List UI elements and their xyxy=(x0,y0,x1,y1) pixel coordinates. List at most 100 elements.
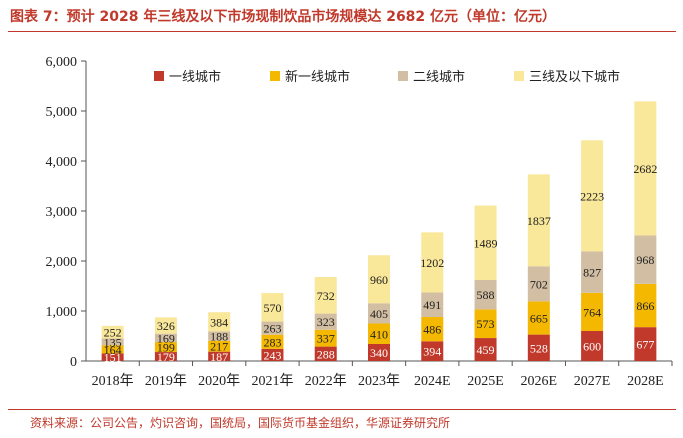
bar-segment xyxy=(261,321,284,335)
legend-swatch-tier3-below xyxy=(514,70,524,81)
data-label: 2223 xyxy=(580,189,604,203)
data-label: 135 xyxy=(104,335,122,349)
data-label: 459 xyxy=(477,343,495,357)
bar-segment xyxy=(154,352,177,361)
bar-segment xyxy=(101,325,124,339)
data-label: 340 xyxy=(370,346,388,360)
legend-item-new-tier1: 新一线城市 xyxy=(270,66,350,85)
y-tick-label: 3,000 xyxy=(46,205,78,220)
bar-segment xyxy=(421,292,444,317)
data-label: 405 xyxy=(370,307,388,321)
data-label: 570 xyxy=(263,301,281,315)
bar-segment xyxy=(261,334,284,349)
legend-swatch-new-tier1 xyxy=(270,70,280,81)
bar-segment xyxy=(261,293,284,322)
data-label: 2682 xyxy=(633,162,657,176)
x-tick-label: 2021年 xyxy=(251,373,293,389)
data-label: 199 xyxy=(157,341,175,355)
y-tick-label: 1,000 xyxy=(46,305,78,320)
bar-segment xyxy=(581,140,604,252)
bar-segment xyxy=(314,329,337,347)
bar-segment xyxy=(581,292,604,331)
data-label: 528 xyxy=(530,341,548,355)
data-label: 1489 xyxy=(474,236,498,250)
y-tick-label: 4,000 xyxy=(46,155,78,170)
data-label: 337 xyxy=(317,332,335,346)
title-divider xyxy=(8,31,676,32)
bar-segment xyxy=(208,331,231,341)
data-label: 394 xyxy=(423,345,441,359)
x-tick-label: 2028E xyxy=(627,374,664,389)
x-tick-label: 2027E xyxy=(574,374,611,389)
data-label: 187 xyxy=(210,350,228,364)
x-tick-label: 2025E xyxy=(467,374,504,389)
data-label: 486 xyxy=(423,323,441,337)
bar-segment xyxy=(368,255,390,304)
bar-segment xyxy=(474,205,497,280)
x-tick-label: 2019年 xyxy=(145,373,187,389)
data-label: 968 xyxy=(636,253,654,267)
data-label: 600 xyxy=(583,340,601,354)
data-label: 1837 xyxy=(527,214,551,228)
bar-segment xyxy=(474,309,497,339)
figure-title: 图表 7：预计 2028 年三线及以下市场现制饮品市场规模达 2682 亿元（单… xyxy=(10,9,557,25)
data-label: 491 xyxy=(423,298,441,312)
data-label: 702 xyxy=(530,277,548,291)
legend-label-tier3-below: 三线及以下城市 xyxy=(529,70,621,85)
bar-segment xyxy=(634,101,657,236)
data-label: 827 xyxy=(583,266,601,280)
data-label: 288 xyxy=(317,347,335,361)
bar-segment xyxy=(154,317,177,334)
x-tick-label: 2020年 xyxy=(198,373,240,389)
bar-segment xyxy=(421,341,444,361)
bar-segment xyxy=(421,232,444,293)
bar-segment xyxy=(527,266,550,302)
bar-segment xyxy=(474,280,497,310)
y-tick-label: 2,000 xyxy=(46,255,78,270)
legend-item-tier2: 二线城市 xyxy=(398,66,465,85)
data-label: 960 xyxy=(370,273,388,287)
bar-segment xyxy=(208,312,231,332)
y-tick-label: 6,000 xyxy=(46,55,78,70)
bar-segment xyxy=(261,348,284,361)
data-label: 151 xyxy=(104,351,122,365)
data-label: 188 xyxy=(210,330,228,344)
legend-label-tier2: 二线城市 xyxy=(413,70,466,85)
data-label: 326 xyxy=(157,319,175,333)
bar-segment xyxy=(314,346,337,361)
x-tick-label: 2026E xyxy=(521,374,558,389)
bar-segment xyxy=(154,333,177,343)
data-label: 164 xyxy=(104,343,122,357)
data-label: 573 xyxy=(477,317,495,331)
data-label: 677 xyxy=(636,338,654,352)
data-label: 243 xyxy=(263,348,281,362)
bar-segment xyxy=(208,351,231,361)
x-tick-label: 2018年 xyxy=(92,373,134,389)
data-label: 764 xyxy=(583,305,601,319)
bar-segment xyxy=(527,301,550,335)
bar-segment xyxy=(368,344,390,361)
bar-segment xyxy=(368,323,390,344)
data-label: 169 xyxy=(157,331,175,345)
bar-segment xyxy=(527,174,550,267)
y-tick-label: 5,000 xyxy=(46,105,78,120)
x-tick-label: 2024E xyxy=(414,374,451,389)
x-tick-label: 2023年 xyxy=(358,373,400,389)
data-label: 252 xyxy=(104,326,122,340)
data-label: 384 xyxy=(210,315,228,329)
data-label: 283 xyxy=(263,335,281,349)
bar-segment xyxy=(314,277,337,314)
data-label: 588 xyxy=(477,288,495,302)
data-label: 665 xyxy=(530,311,548,325)
bar-segment xyxy=(581,251,604,293)
legend-swatch-tier1 xyxy=(154,70,164,81)
bar-segment xyxy=(368,303,390,324)
bar-segment xyxy=(634,235,657,284)
bar-segment xyxy=(634,327,657,361)
data-label: 732 xyxy=(317,289,335,303)
legend-label-new-tier1: 新一线城市 xyxy=(285,70,351,85)
source-divider xyxy=(8,409,676,410)
legend-item-tier3-below: 三线及以下城市 xyxy=(514,66,620,85)
bar-segment xyxy=(314,313,337,330)
